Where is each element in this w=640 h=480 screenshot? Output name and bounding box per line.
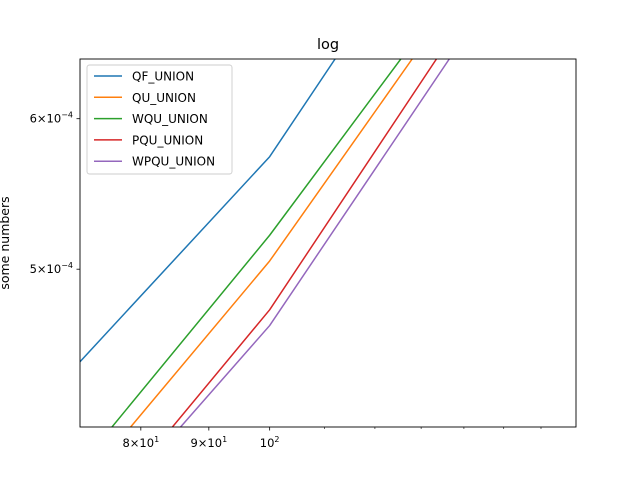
- x-tick-label: 9×101: [190, 435, 227, 450]
- legend-label-wqu-union: WQU_UNION: [132, 112, 208, 126]
- series-layer: [80, 59, 450, 427]
- x-tick-label-exponent: 1: [222, 435, 227, 444]
- series-line-wpqu-union: [179, 59, 450, 427]
- chart-title: log: [317, 37, 339, 53]
- y-tick-label-base: 5×10: [30, 262, 62, 276]
- y-tick-label-base: 6×10: [30, 112, 62, 126]
- series-line-qf-union: [80, 59, 336, 363]
- y-tick-label: 6×10−4: [30, 111, 73, 126]
- x-tick-label-exponent: 2: [274, 435, 279, 444]
- y-tick-label: 5×10−4: [30, 261, 73, 276]
- legend-label-qu-union: QU_UNION: [132, 91, 196, 105]
- series-line-wqu-union: [111, 59, 402, 427]
- legend-label-qf-union: QF_UNION: [132, 70, 194, 84]
- x-tick-label: 8×101: [122, 435, 159, 450]
- x-tick-label-base: 8×10: [122, 436, 154, 450]
- x-tick-label: 102: [260, 435, 280, 450]
- y-tick-label-exponent: −4: [61, 111, 73, 120]
- legend-label-pqu-union: PQU_UNION: [132, 133, 203, 147]
- y-tick-label-exponent: −4: [61, 261, 73, 270]
- legend: QF_UNION QU_UNION WQU_UNION PQU_UNION WPQU_U…: [86, 64, 233, 175]
- plot-frame: [79, 58, 577, 428]
- legend-label-wpqu-union: WPQU_UNION: [132, 155, 215, 169]
- legend-box: [86, 64, 233, 175]
- x-tick-label-exponent: 1: [154, 435, 159, 444]
- series-line-pqu-union: [171, 59, 438, 427]
- x-tick-label-base: 10: [260, 436, 275, 450]
- series-line-qu-union: [130, 59, 413, 427]
- y-axis-label: some numbers: [0, 196, 12, 289]
- x-tick-label-base: 9×10: [190, 436, 222, 450]
